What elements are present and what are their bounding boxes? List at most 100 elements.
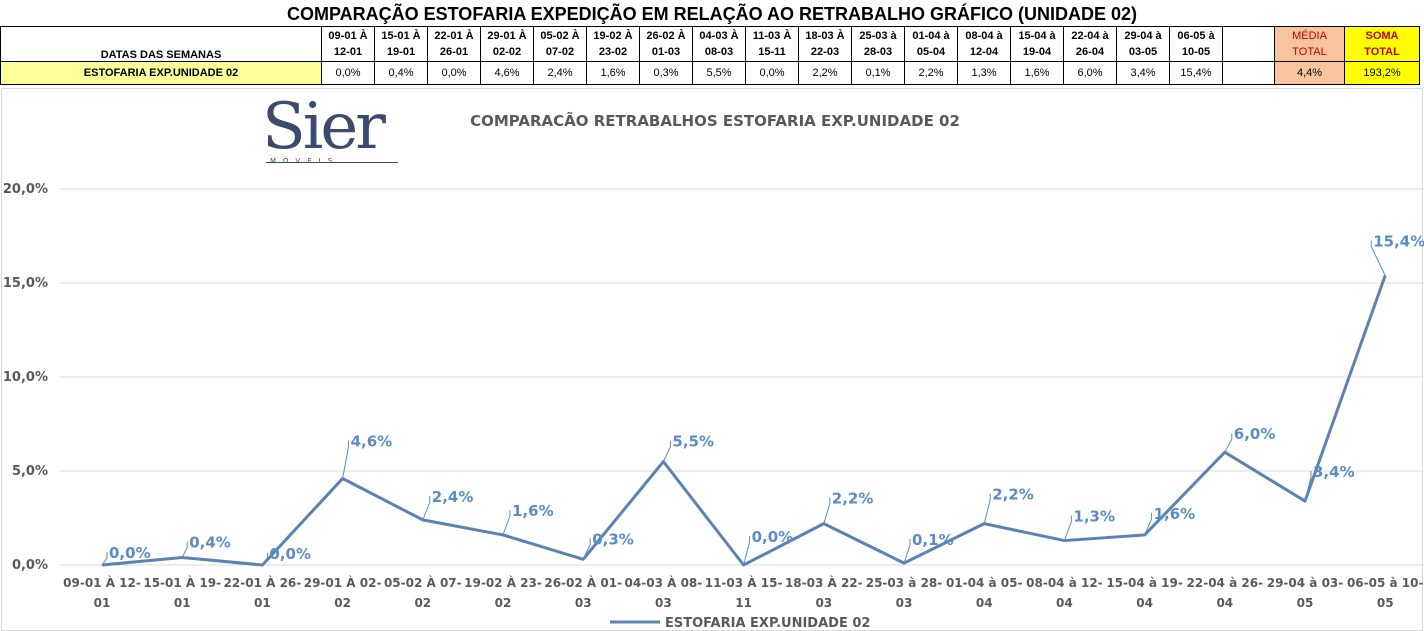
data-label: 4,6% <box>351 433 393 451</box>
week-header: 04-03 À 08-03 <box>692 26 746 62</box>
x-tick-label: 08-04 à 12- <box>1026 576 1103 590</box>
y-tick-label: 20,0% <box>3 182 48 197</box>
x-tick-label: 02 <box>495 596 512 610</box>
media-total-value: 4,4% <box>1274 61 1345 85</box>
week-start: 22-04 à <box>1071 30 1109 42</box>
data-label: 2,2% <box>992 486 1034 504</box>
soma-label-2: TOTAL <box>1364 46 1400 58</box>
soma-total-header: SOMA TOTAL <box>1344 26 1420 62</box>
week-start: 05-02 À <box>540 30 580 42</box>
data-label: 2,4% <box>432 488 474 506</box>
data-label-leader <box>582 538 591 560</box>
media-label-1: MÉDIA <box>1292 30 1327 42</box>
week-header: 01-04 à 05-04 <box>904 26 958 62</box>
data-label: 0,0% <box>269 545 311 563</box>
week-header: 15-01 À 19-01 <box>374 26 428 62</box>
week-end: 10-05 <box>1181 46 1211 58</box>
week-header: 29-04 à 03-05 <box>1116 26 1170 62</box>
week-end: 19-04 <box>1022 46 1052 58</box>
media-total-header: MÉDIA TOTAL <box>1274 26 1345 62</box>
media-label-2: TOTAL <box>1292 46 1327 58</box>
table-header-row: DATAS DAS SEMANAS 09-01 À 12-01 15-01 À 19-0… <box>0 26 1420 62</box>
week-value: 1,3% <box>957 61 1011 85</box>
data-label-leader <box>903 539 911 564</box>
x-tick-label: 04 <box>976 596 993 610</box>
week-start: 01-04 à <box>912 30 950 42</box>
week-value: 0,3% <box>639 61 693 85</box>
week-value: 5,5% <box>692 61 746 85</box>
week-end: 15-11 <box>758 46 786 58</box>
week-end: 26-01 <box>439 46 469 58</box>
data-label: 0,3% <box>592 530 634 548</box>
week-value: 2,4% <box>533 61 587 85</box>
data-label-leader <box>262 553 268 566</box>
week-start: 06-05 à <box>1177 30 1215 42</box>
week-end: 12-01 <box>333 46 363 58</box>
x-tick-label: 02 <box>414 596 431 610</box>
week-start: 26-02 À <box>646 30 686 42</box>
soma-label-1: SOMA <box>1365 30 1399 42</box>
data-label: 15,4% <box>1373 232 1424 250</box>
data-label-leader <box>1370 240 1386 276</box>
week-start: 15-04 à <box>1018 30 1056 42</box>
x-tick-label: 15-01 À 19- <box>143 575 221 590</box>
data-label-leader <box>422 495 431 521</box>
x-tick-label: 02 <box>334 596 351 610</box>
week-end: 22-03 <box>810 46 840 58</box>
week-start: 22-01 À <box>434 30 474 42</box>
x-tick-label: 25-03 à 28- <box>866 576 943 590</box>
data-label: 1,3% <box>1073 508 1115 526</box>
week-end: 01-03 <box>651 46 681 58</box>
data-label: 1,6% <box>1154 505 1196 523</box>
data-label-leader <box>662 440 671 462</box>
week-start: 25-03 à <box>859 30 897 42</box>
y-tick-label: 5,0% <box>12 464 48 479</box>
week-end: 05-04 <box>916 46 946 58</box>
data-label: 2,2% <box>832 490 874 508</box>
x-tick-label: 19-02 À 23- <box>464 575 542 590</box>
data-label: 1,6% <box>512 502 554 520</box>
y-tick-label: 10,0% <box>3 370 48 385</box>
data-label-leader <box>983 493 991 524</box>
week-start: 09-01 À <box>328 30 368 42</box>
x-tick-label: 06-05 à 10- <box>1347 576 1424 590</box>
x-tick-label: 26-02 À 01- <box>544 575 622 590</box>
x-tick-label: 03 <box>815 596 832 610</box>
x-tick-label: 03 <box>896 596 913 610</box>
x-tick-label: 11 <box>735 596 752 610</box>
week-start: 04-03 À <box>699 30 739 42</box>
x-tick-label: 18-03 À 22- <box>785 575 863 590</box>
x-tick-label: 29-04 à 03- <box>1267 576 1344 590</box>
data-label: 6,0% <box>1234 425 1276 443</box>
week-start: 11-03 À <box>752 30 792 42</box>
week-value: 0,4% <box>374 61 428 85</box>
week-end: 03-05 <box>1128 46 1158 58</box>
row-header-label: DATAS DAS SEMANAS <box>0 26 322 62</box>
table-row: ESTOFARIA EXP.UNIDADE 02 0,0% 0,4% 0,0% 4,6%… <box>0 61 1420 85</box>
weeks-table: DATAS DAS SEMANAS 09-01 À 12-01 15-01 À 19-0… <box>0 26 1420 85</box>
week-header: 08-04 à 12-04 <box>957 26 1011 62</box>
data-label-leader <box>181 541 188 558</box>
week-header: 18-03 À 22-03 <box>798 26 852 62</box>
data-label: 5,5% <box>672 433 714 451</box>
chart-title: COMPARACÃO RETRABALHOS ESTOFARIA EXP.UNI… <box>470 112 960 130</box>
week-header: 22-01 À 26-01 <box>427 26 481 62</box>
data-label-leader <box>1304 471 1312 502</box>
y-tick-label: 15,0% <box>3 276 48 291</box>
data-label-leader <box>743 536 751 566</box>
data-label: 0,0% <box>752 528 794 546</box>
week-value: 0,0% <box>427 61 481 85</box>
logo-text: Sier <box>262 90 386 164</box>
data-label: 0,1% <box>912 531 954 549</box>
x-tick-label: 22-04 à 26- <box>1187 576 1264 590</box>
data-label-leader <box>502 509 511 536</box>
week-value: 4,6% <box>480 61 534 85</box>
x-tick-label: 01 <box>94 596 111 610</box>
week-header: 19-02 À 23-02 <box>586 26 640 62</box>
week-value: 2,2% <box>904 61 958 85</box>
week-header: 06-05 à 10-05 <box>1169 26 1223 62</box>
week-start: 29-04 à <box>1124 30 1162 42</box>
week-start: 19-02 À <box>593 30 633 42</box>
data-label-leader <box>1224 433 1233 453</box>
